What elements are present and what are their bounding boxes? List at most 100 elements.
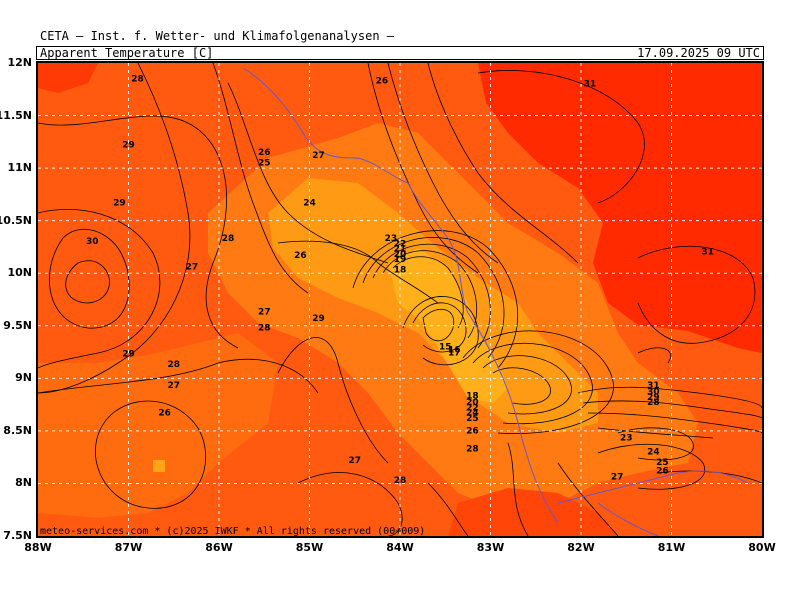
latitude-tick-label: 10.5N (0, 213, 32, 227)
contour-line (507, 442, 529, 536)
contour-label: 20 (394, 250, 407, 260)
contour-label: 16 (448, 345, 461, 355)
contour-label: 24 (466, 409, 479, 419)
contour-label: 25 (258, 158, 271, 168)
contour-line (372, 243, 491, 349)
contour-label: 29 (122, 140, 135, 150)
contour-label: 24 (303, 198, 316, 208)
longitude-tick-label: 84W (386, 541, 414, 554)
contour-label: 29 (122, 350, 135, 360)
contour-label: 26 (158, 409, 171, 419)
contour-line (462, 330, 614, 435)
contour-label: 28 (258, 323, 271, 333)
latitude-tick-label: 7.5N (3, 529, 32, 542)
contour-label: 28 (394, 476, 407, 486)
field-small-cool-dot (153, 460, 165, 472)
latitude-tick-label: 9.5N (3, 318, 32, 332)
contour-label: 26 (466, 426, 479, 436)
contour-label: 18 (394, 266, 407, 276)
latitude-tick-label: 10N (7, 266, 32, 280)
contour-label: 26 (376, 76, 389, 86)
contour-line (38, 115, 239, 349)
map-panel: 28 26 31 29 26 25 27 29 24 28 23 22 21 20 19 18 30 27 26 31… (36, 61, 764, 538)
contour-line (427, 63, 579, 264)
latitude-tick-label: 8.5N (3, 423, 32, 437)
longitude-tick-label: 83W (476, 541, 505, 554)
contour-label: 30 (647, 387, 660, 397)
contour-label: 28 (647, 398, 660, 408)
contour-line (352, 230, 519, 369)
border-line (242, 67, 409, 184)
longitude-tick-label: 80W (748, 541, 776, 554)
contour-label: 27 (312, 151, 325, 161)
contour-line (637, 245, 756, 344)
contour-label: 27 (348, 456, 361, 466)
contour-line (212, 63, 309, 294)
contour-line (577, 386, 762, 409)
latitude-tick-label: 8N (15, 476, 32, 490)
contour-label: 30 (86, 237, 99, 247)
lat-lon-grid (38, 63, 762, 536)
longitude-tick-label: 81W (657, 541, 686, 554)
credit-footer: meteo-services.com * (c)2025 IWKF * All … (40, 526, 426, 537)
contour-label: 20 (466, 398, 479, 408)
contour-line (367, 63, 479, 274)
contour-line (297, 472, 403, 536)
contour-line (95, 400, 206, 509)
contour-label: 26 (656, 466, 669, 476)
contour-label: 15 (439, 342, 452, 352)
contour-line (38, 63, 191, 394)
border-line (597, 502, 659, 536)
contour-line (427, 482, 469, 536)
longitude-tick-label: 88W (24, 541, 52, 554)
field-coolest-core (388, 248, 508, 403)
contour-line (492, 367, 551, 405)
contour-label: 27 (258, 308, 271, 318)
contour-line (392, 256, 464, 329)
contour-label: 27 (611, 473, 624, 483)
contour-line (49, 229, 130, 329)
contour-label: 26 (294, 251, 307, 261)
contour-line (557, 462, 619, 536)
contour-line (38, 358, 319, 394)
contour-line (482, 355, 572, 415)
contour-label: 25 (466, 414, 479, 424)
border-line (467, 312, 559, 524)
latitude-tick-label: 11N (7, 161, 32, 175)
longitude-tick-label: 86W (205, 541, 233, 554)
contour-label: 31 (584, 80, 597, 90)
field-mid-west (38, 333, 278, 518)
contour-line (387, 63, 499, 264)
field-hot-northeast (478, 63, 762, 353)
contour-line (477, 70, 645, 204)
contour-line (65, 260, 110, 304)
contour-label: 28 (222, 234, 235, 244)
contour-line (617, 427, 694, 461)
contour-label: 24 (647, 447, 660, 457)
contour-label: 22 (394, 239, 407, 249)
contour-label: 25 (656, 458, 669, 468)
contour-line (597, 427, 714, 439)
contour-label: 23 (385, 234, 398, 244)
contour-line (412, 302, 467, 353)
longitude-tick-label: 82W (567, 541, 595, 554)
field-hot-small (38, 63, 98, 93)
contour-line (597, 443, 706, 490)
contour-label: 19 (394, 255, 407, 265)
latitude-tick-label: 12N (7, 56, 32, 69)
contour-line (637, 347, 671, 364)
contour-label: 21 (394, 245, 407, 255)
contour-label: 27 (186, 262, 199, 272)
parameter-label: Apparent_Temperature_[C] (40, 46, 214, 60)
border-line (557, 470, 749, 504)
chart-title: CETA — Inst. f. Wetter- und Klimafolgena… (40, 29, 395, 43)
contour-label: 26 (258, 148, 271, 158)
contour-label: 29 (113, 198, 126, 208)
contour-label: 27 (167, 381, 180, 391)
contour-line (422, 308, 455, 342)
contour-label: 31 (647, 381, 660, 391)
contour-label: 28 (466, 444, 479, 454)
valid-time-label: 17.09.2025 09 UTC (637, 46, 760, 60)
border-line (407, 182, 469, 314)
